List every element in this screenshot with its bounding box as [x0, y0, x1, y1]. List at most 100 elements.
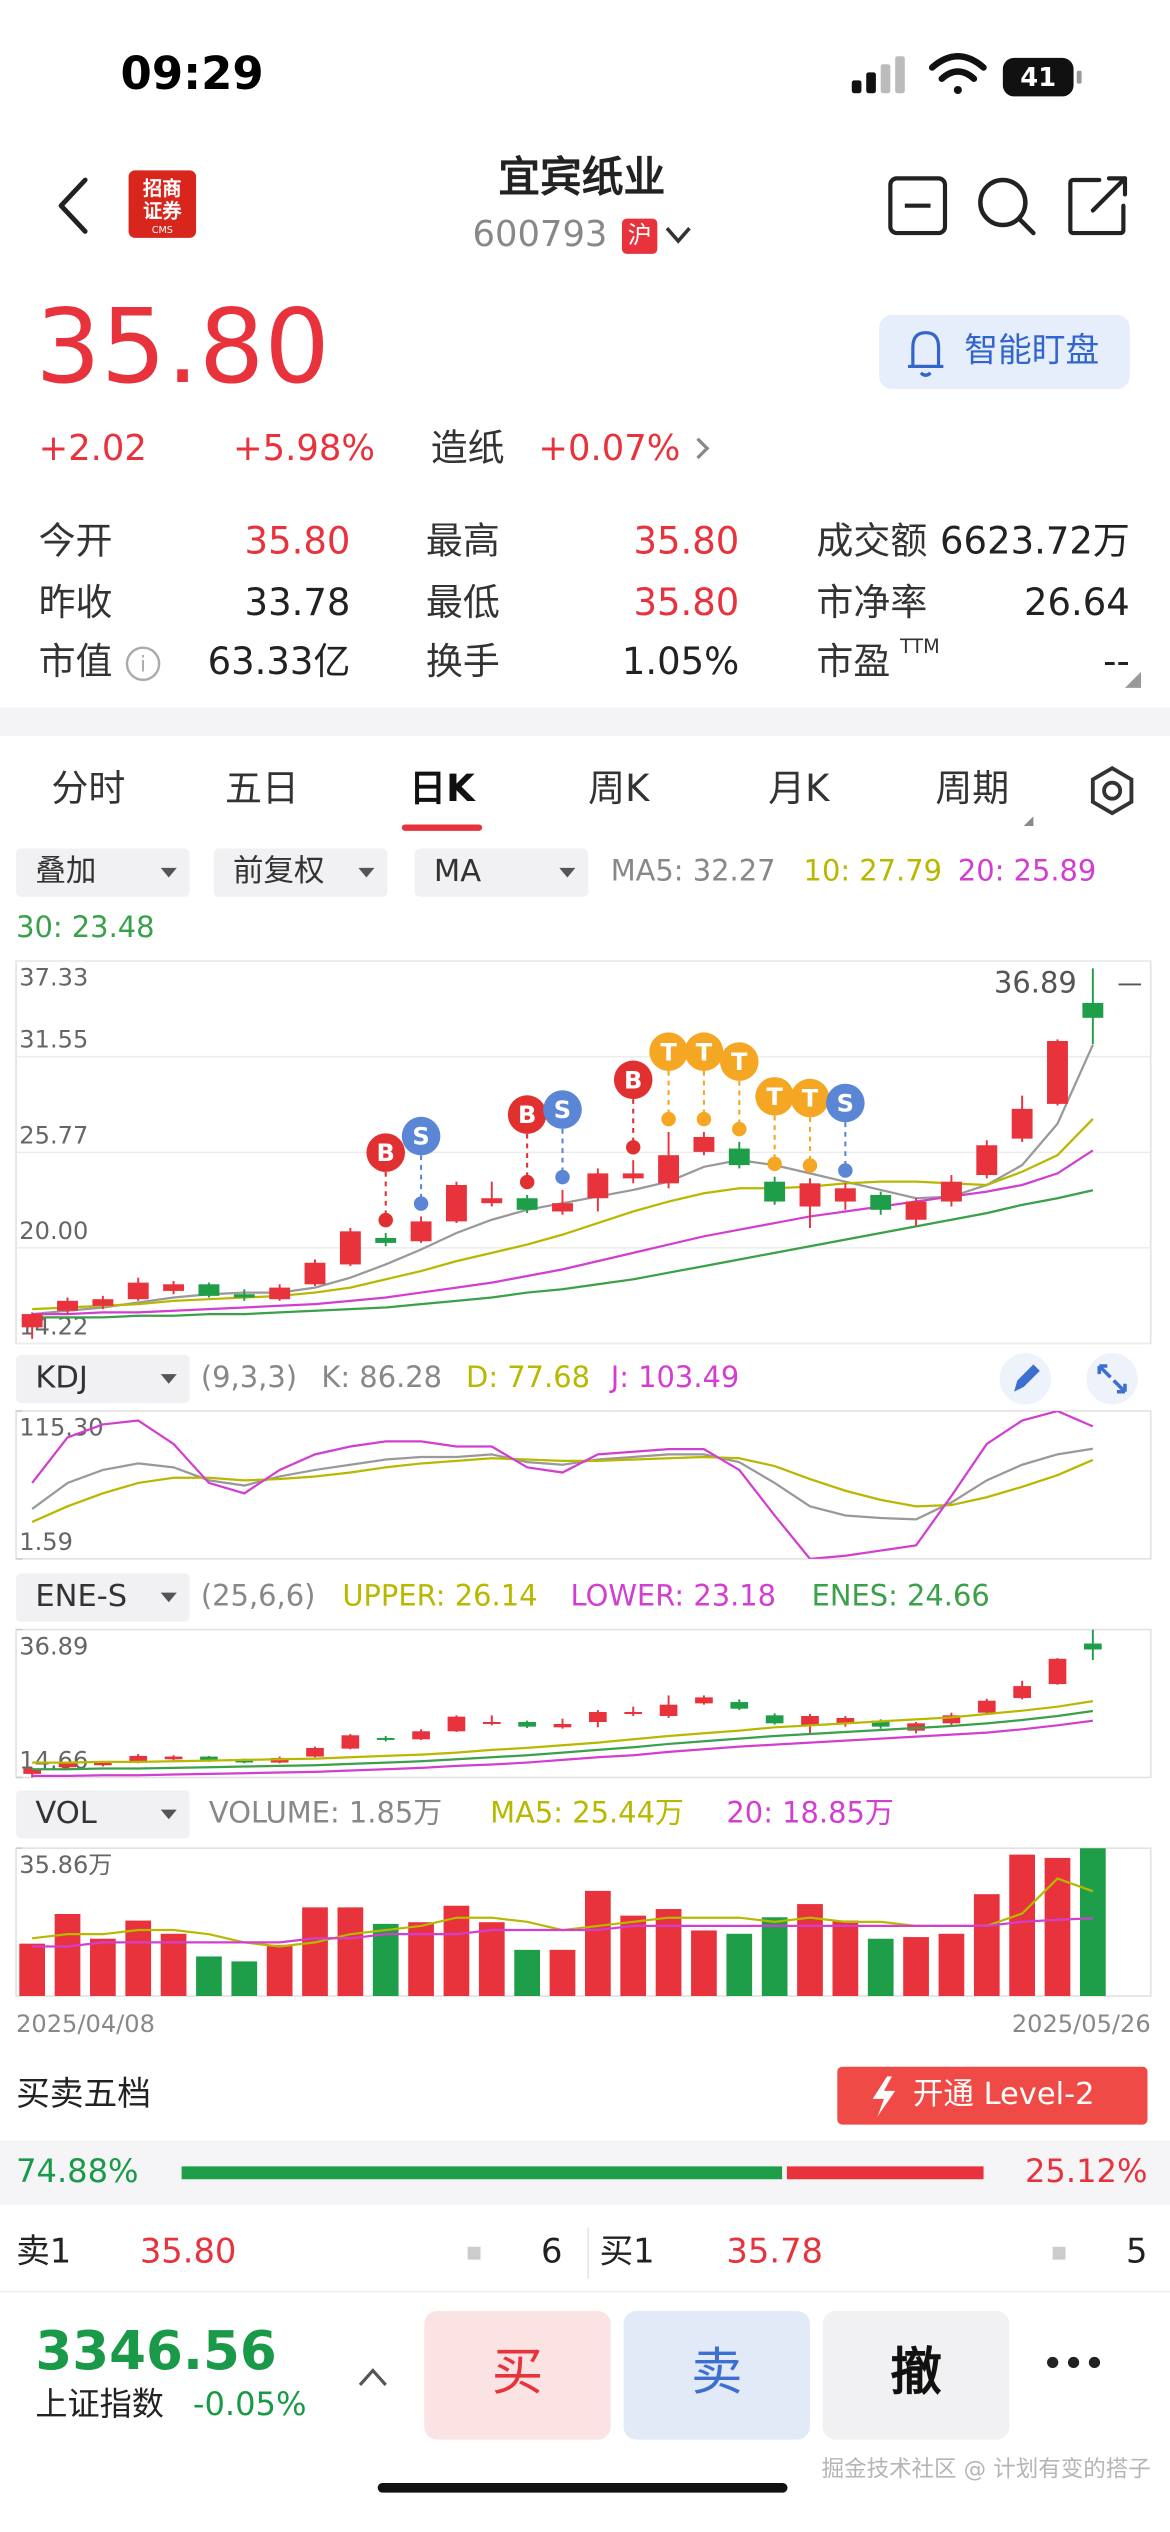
dropdown-label[interactable]: ENE-S	[35, 1579, 127, 1614]
y-tick-label: 35.86万	[19, 1851, 112, 1879]
bid-volume: 5	[1126, 2232, 1147, 2271]
stat-label: 换手	[426, 640, 500, 683]
clock: 09:29	[121, 47, 264, 100]
bid-label: 买1	[599, 2232, 654, 2271]
volume-bar	[196, 1956, 222, 1997]
stat-value: 33.78	[245, 581, 351, 624]
stat-label: 市净率	[816, 581, 927, 624]
settings-button[interactable]	[1090, 765, 1134, 816]
legend-entry: UPPER: 26.14	[342, 1578, 537, 1612]
volume-bar	[160, 1933, 187, 1997]
legend-entry: ENES: 24.66	[812, 1578, 990, 1612]
signal-dot	[625, 1140, 641, 1155]
dropdown-label[interactable]: MA	[434, 854, 481, 889]
signal-label: B	[624, 1066, 642, 1094]
button-label[interactable]: 智能盯盘	[964, 330, 1099, 369]
dropdown-label[interactable]: 前复权	[233, 854, 325, 889]
candle-body	[942, 1715, 961, 1724]
action-button[interactable]	[822, 2311, 1010, 2440]
edit-button[interactable]	[999, 1353, 1052, 1405]
dropdown[interactable]	[16, 1790, 190, 1839]
legend-entry: 30: 23.48	[16, 910, 154, 944]
volume-bar	[19, 1943, 46, 1997]
legend-entry: LOWER: 23.18	[571, 1578, 777, 1612]
signal-marker	[649, 1032, 688, 1071]
candle-body	[1047, 1040, 1068, 1104]
action-label[interactable]: 买	[492, 2342, 543, 2402]
candle-body	[765, 1715, 784, 1724]
minimize-button[interactable]	[888, 176, 948, 236]
sector-arrow[interactable]	[696, 437, 710, 460]
dropdown[interactable]	[16, 848, 190, 897]
candle-body	[375, 1237, 397, 1243]
sector-change: +0.07%	[538, 428, 680, 469]
tab[interactable]: 周K	[588, 767, 651, 810]
volume-bar	[585, 1890, 611, 1997]
button-label[interactable]: 开通 Level-2	[913, 2077, 1095, 2112]
share-button[interactable]	[1068, 176, 1128, 236]
dropdown-label[interactable]: 叠加	[35, 854, 96, 889]
tab[interactable]: 周期	[935, 767, 1009, 810]
expand-button[interactable]	[1086, 1353, 1138, 1405]
candle-body	[1082, 1002, 1104, 1018]
volume-bar	[266, 1944, 293, 1997]
y-tick-label: 37.33	[19, 964, 88, 992]
dropdown[interactable]	[414, 848, 589, 897]
search-button[interactable]	[978, 177, 1036, 236]
candle-body	[587, 1173, 609, 1199]
battery-level: 41	[1020, 63, 1056, 93]
series-line	[31, 1411, 1094, 1559]
signal-marker	[366, 1133, 406, 1172]
stock-name: 宜宾纸业	[498, 152, 665, 201]
back-button[interactable]	[58, 177, 88, 234]
smart-watch-button[interactable]	[879, 314, 1130, 389]
signal-marker	[684, 1032, 724, 1071]
action-button[interactable]	[623, 2311, 810, 2440]
ask-marker	[467, 2246, 481, 2260]
candle-body	[977, 1700, 996, 1713]
action-label[interactable]: 卖	[691, 2342, 742, 2402]
tab[interactable]: 分时	[51, 767, 125, 810]
more-button[interactable]	[1047, 2356, 1101, 2369]
dropdown[interactable]	[213, 848, 388, 897]
candle-body	[1011, 1108, 1033, 1139]
action-button[interactable]	[424, 2311, 611, 2440]
sell-ratio: 25.12%	[1025, 2152, 1148, 2190]
candle-body	[728, 1148, 750, 1166]
watermark: 掘金技术社区 @ 计划有变的搭子	[822, 2457, 1151, 2483]
signal-icon	[851, 56, 905, 94]
dropdown-label[interactable]: KDJ	[35, 1360, 88, 1395]
volume-bar	[832, 1920, 859, 1997]
candle-body	[659, 1704, 678, 1717]
tab[interactable]: 日K	[409, 767, 476, 810]
action-label[interactable]: 撤	[890, 2342, 941, 2402]
signal-label: T	[696, 1038, 713, 1066]
tab[interactable]: 五日	[225, 767, 299, 810]
x-tick-label: 2025/04/08	[16, 2010, 155, 2038]
signal-dot	[555, 1169, 570, 1185]
exchange: 沪	[628, 221, 652, 249]
candle-body	[801, 1716, 819, 1726]
section-title: 买卖五档	[16, 2074, 151, 2113]
dropdown[interactable]	[16, 1573, 190, 1622]
signal-marker	[507, 1095, 547, 1134]
tab[interactable]: 月K	[768, 767, 831, 810]
sector[interactable]: 造纸	[431, 426, 505, 469]
volume-bar	[973, 1894, 1000, 1997]
y-tick-label: 20.00	[19, 1217, 88, 1245]
tab-underline	[401, 824, 483, 831]
dropdown[interactable]	[16, 1354, 190, 1404]
dropdown-arrow	[160, 1374, 177, 1384]
volume-bar	[90, 1938, 116, 1997]
signal-label: T	[766, 1083, 783, 1111]
signal-dot	[378, 1212, 393, 1228]
signal-marker	[790, 1078, 830, 1118]
dropdown-label[interactable]: VOL	[35, 1796, 96, 1831]
code-dropdown[interactable]	[665, 227, 691, 244]
y-tick-label: 36.89	[19, 1632, 88, 1660]
index-expand[interactable]	[358, 2368, 387, 2387]
level2-button[interactable]	[837, 2066, 1148, 2125]
legend-entry: K: 86.28	[321, 1360, 442, 1394]
buy-ratio: 74.88%	[16, 2152, 139, 2190]
